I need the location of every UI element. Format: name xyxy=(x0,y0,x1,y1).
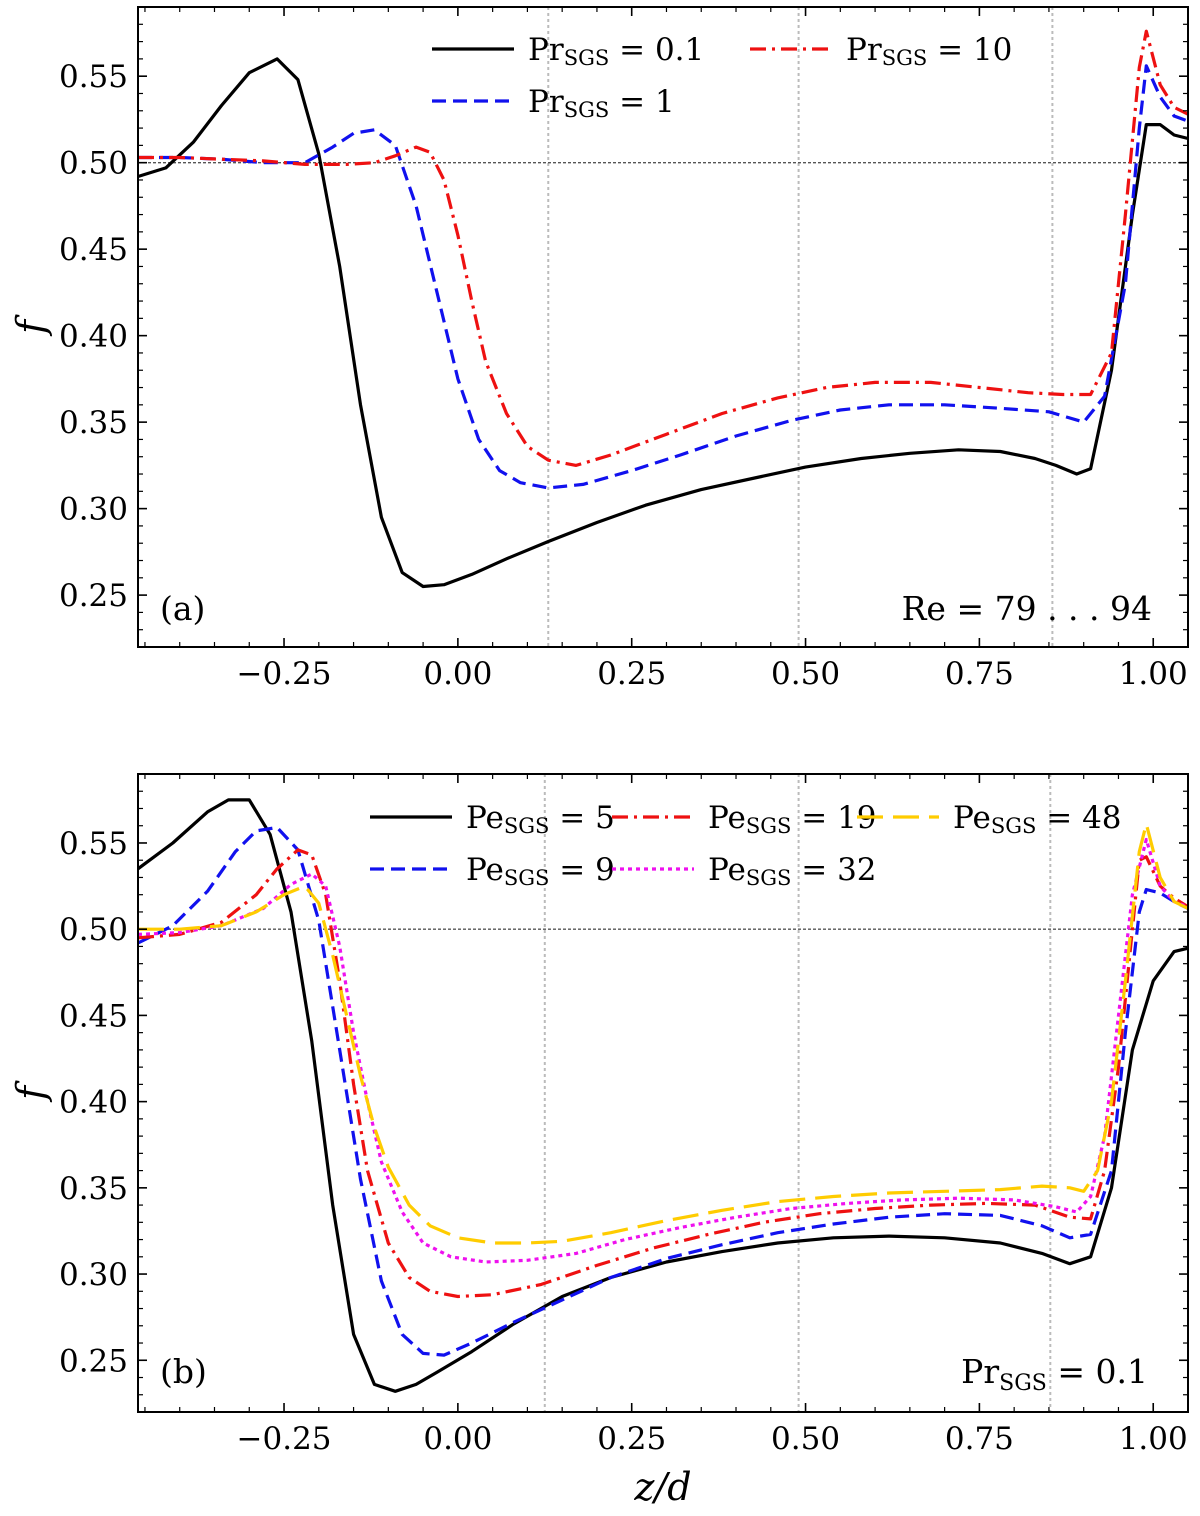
y-tick-label: 0.45 xyxy=(59,998,128,1034)
x-tick-label: −0.25 xyxy=(237,1421,332,1457)
y-tick-label: 0.55 xyxy=(59,59,128,95)
series-line-pr-10 xyxy=(138,29,1188,467)
series-line-pe-5 xyxy=(138,798,1188,1393)
annotation-text: Re = 79 . . . 94 xyxy=(902,589,1152,628)
legend-subscript: SGS xyxy=(746,814,792,838)
legend-subscript: SGS xyxy=(564,46,610,70)
series-group xyxy=(138,798,1188,1393)
y-tick-label: 0.25 xyxy=(59,578,128,614)
x-tick-label: 1.00 xyxy=(1119,1421,1188,1457)
legend-label: PrSGS = 1 xyxy=(528,84,675,122)
legend-subscript: SGS xyxy=(746,866,792,890)
series-line-pr-1 xyxy=(138,64,1188,490)
legend-name: Pr xyxy=(528,32,564,68)
legend-value: 48 xyxy=(1082,800,1121,836)
x-tick-label: 0.75 xyxy=(945,656,1014,692)
annotation-main: Pr xyxy=(961,1352,999,1391)
legend-value: 9 xyxy=(595,852,615,888)
y-axis-label: f xyxy=(9,1080,53,1103)
legend-equals: = xyxy=(791,800,837,836)
x-tick-label: −0.25 xyxy=(237,656,332,692)
y-tick-label: 0.50 xyxy=(59,146,128,182)
y-tick-label: 0.25 xyxy=(59,1343,128,1379)
panel-b: −0.25 0.00 0.25 0.50 0.75 1.00 0.25 0.30 0.35 0.4… xyxy=(9,773,1189,1509)
legend-entry: PrSGS = 10 xyxy=(750,32,1012,70)
y-tick-label: 0.50 xyxy=(59,912,128,948)
legend-equals: = xyxy=(1036,800,1082,836)
x-tick-label: 0.00 xyxy=(423,656,492,692)
x-tick-label: 0.75 xyxy=(945,1421,1014,1457)
legend-name: Pe xyxy=(708,800,746,836)
annotation-tail: = 0.1 xyxy=(1047,1352,1148,1391)
legend-entry: PeSGS = 48 xyxy=(857,800,1122,838)
legend-value: 10 xyxy=(973,32,1012,68)
series-line-pe-9 xyxy=(138,825,1188,1357)
plot-frame xyxy=(137,773,1189,1413)
legend-value: 32 xyxy=(837,852,876,888)
legend-subscript: SGS xyxy=(882,46,928,70)
y-tick-label: 0.30 xyxy=(59,492,128,528)
legend-name: Pe xyxy=(708,852,746,888)
legend-label: PrSGS = 10 xyxy=(846,32,1012,70)
y-tick-label: 0.35 xyxy=(59,405,128,441)
legend-entry: PeSGS = 19 xyxy=(612,800,877,838)
legend-entry: PeSGS = 9 xyxy=(370,852,615,890)
legend-subscript: SGS xyxy=(504,814,550,838)
panel-label: (a) xyxy=(160,589,205,628)
legend-value: 1 xyxy=(655,84,675,120)
y-tick-label: 0.40 xyxy=(59,319,128,355)
legend-name: Pr xyxy=(528,84,564,120)
series-line-pe-48 xyxy=(138,822,1188,1245)
legend-entry: PeSGS = 5 xyxy=(370,800,615,838)
y-tick-label: 0.45 xyxy=(59,232,128,268)
series-line-pe-32 xyxy=(138,837,1188,1264)
x-tick-label: 0.50 xyxy=(771,656,840,692)
legend-label: PeSGS = 5 xyxy=(466,800,615,838)
legend-label: PeSGS = 19 xyxy=(708,800,877,838)
legend-equals: = xyxy=(609,32,655,68)
plot-frame xyxy=(137,6,1189,648)
legend-entry: PeSGS = 32 xyxy=(612,852,877,890)
legend-value: 5 xyxy=(595,800,615,836)
legend-equals: = xyxy=(791,852,837,888)
y-tick-label: 0.35 xyxy=(59,1171,128,1207)
panel-label: (b) xyxy=(160,1352,207,1391)
legend-label: PrSGS = 0.1 xyxy=(528,32,704,70)
x-axis-label: z/d xyxy=(633,1465,691,1509)
legend-equals: = xyxy=(549,800,595,836)
y-tick-label: 0.30 xyxy=(59,1257,128,1293)
legend-label: PeSGS = 32 xyxy=(708,852,877,890)
series-line-pr-0_1 xyxy=(138,57,1188,589)
x-tick-label: 0.25 xyxy=(597,656,666,692)
legend-name: Pe xyxy=(466,852,504,888)
y-tick-label: 0.40 xyxy=(59,1085,128,1121)
legend-name: Pe xyxy=(953,800,991,836)
legend-label: PeSGS = 48 xyxy=(953,800,1122,838)
legend-equals: = xyxy=(609,84,655,120)
legend-entry: PrSGS = 1 xyxy=(432,84,675,122)
legend-subscript: SGS xyxy=(504,866,550,890)
x-tick-label: 0.50 xyxy=(771,1421,840,1457)
legend-entry: PrSGS = 0.1 xyxy=(432,32,704,70)
x-tick-label: 0.25 xyxy=(597,1421,666,1457)
x-tick-label: 0.00 xyxy=(423,1421,492,1457)
series-group xyxy=(138,29,1188,589)
legend-label: PeSGS = 9 xyxy=(466,852,615,890)
legend-name: Pr xyxy=(846,32,882,68)
legend-subscript: SGS xyxy=(564,98,610,122)
legend-subscript: SGS xyxy=(991,814,1037,838)
series-line-pe-19 xyxy=(138,848,1188,1299)
x-tick-label: 1.00 xyxy=(1119,656,1188,692)
annotation-text: PrSGS = 0.1 xyxy=(961,1352,1148,1396)
legend-equals: = xyxy=(927,32,973,68)
legend-name: Pe xyxy=(466,800,504,836)
legend-value: 0.1 xyxy=(655,32,704,68)
panel-a: −0.25 0.00 0.25 0.50 0.75 1.00 0.25 0.30 0.35 0.4… xyxy=(9,6,1189,692)
y-tick-label: 0.55 xyxy=(59,826,128,862)
y-axis-label: f xyxy=(9,314,53,337)
legend-equals: = xyxy=(549,852,595,888)
annotation-sub: SGS xyxy=(999,1371,1047,1396)
